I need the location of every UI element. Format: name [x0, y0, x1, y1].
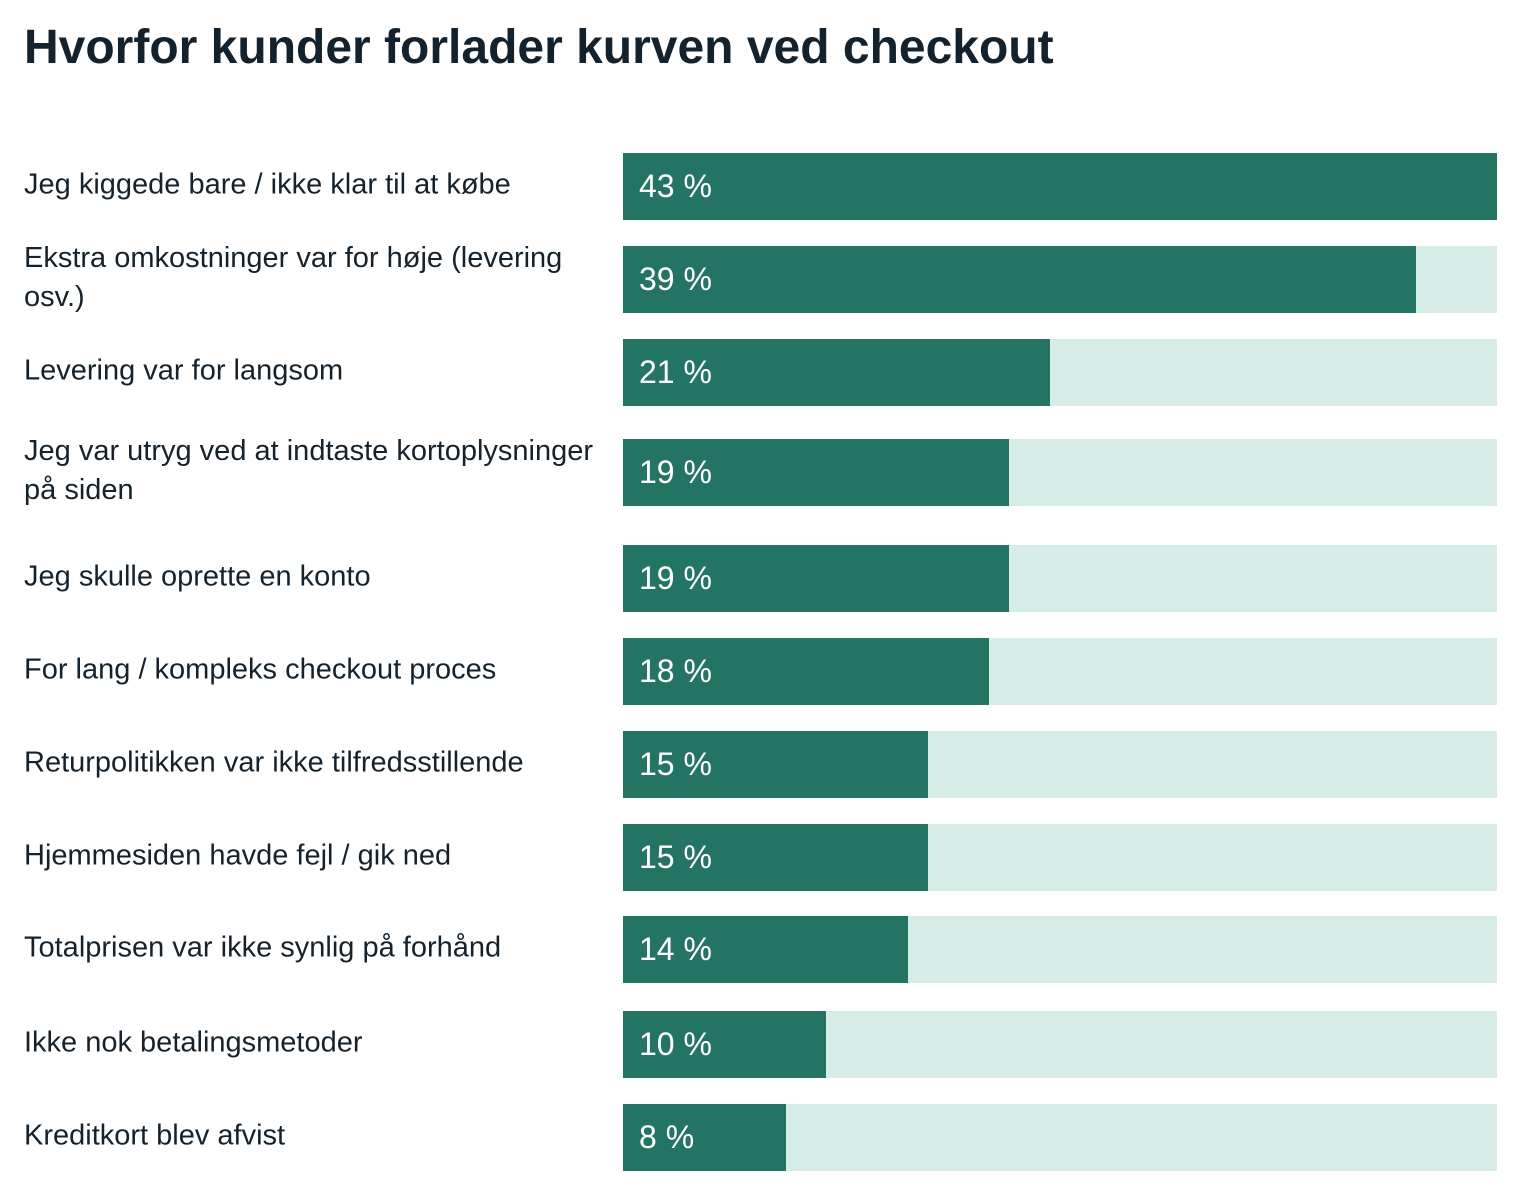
category-label: Ekstra omkostninger var for høje (leveri… — [24, 241, 563, 313]
bar — [623, 246, 1416, 313]
bar-value-label: 43 % — [639, 168, 712, 204]
bar — [623, 638, 989, 705]
bar-value-label: 8 % — [639, 1119, 695, 1155]
bar-track: 10 % — [623, 1011, 1497, 1078]
bar-track: 15 % — [623, 731, 1497, 798]
category-label: Totalprisen var ikke synlig på forhånd — [24, 931, 502, 963]
bar-track: 43 % — [623, 153, 1497, 220]
category-label: Jeg kiggede bare / ikke klar til at købe — [24, 168, 511, 200]
bar — [623, 545, 1009, 612]
bar-value-label: 21 % — [639, 354, 712, 390]
bar — [623, 731, 928, 798]
bar — [623, 439, 1009, 506]
bar — [623, 339, 1050, 406]
category-label: Hjemmesiden havde fejl / gik ned — [24, 839, 452, 871]
category-label: Jeg skulle oprette en konto — [24, 560, 371, 592]
bar-value-label: 19 % — [639, 454, 712, 490]
bar-track: 39 % — [623, 246, 1497, 313]
bar-track: 19 % — [623, 545, 1497, 612]
category-label: Levering var for langsom — [24, 354, 344, 386]
bar-track: 21 % — [623, 339, 1497, 406]
bar-track: 18 % — [623, 638, 1497, 705]
bar — [623, 1011, 826, 1078]
bar — [623, 1104, 786, 1171]
bar-value-label: 18 % — [639, 653, 712, 689]
bar-value-label: 15 % — [639, 839, 712, 875]
bar-value-label: 14 % — [639, 931, 712, 967]
category-label: For lang / kompleks checkout proces — [24, 653, 497, 685]
bar-value-label: 19 % — [639, 560, 712, 596]
bar-track: 14 % — [623, 916, 1497, 983]
bar-track: 19 % — [623, 439, 1497, 506]
category-label: Kreditkort blev afvist — [24, 1119, 286, 1151]
bar — [623, 916, 908, 983]
bar-track: 15 % — [623, 824, 1497, 891]
bar — [623, 824, 928, 891]
bar-value-label: 15 % — [639, 746, 712, 782]
chart-title: Hvorfor kunder forlader kurven ved check… — [24, 21, 1054, 74]
category-label: Ikke nok betalingsmetoder — [24, 1026, 363, 1058]
category-label: Returpolitikken var ikke tilfredsstillen… — [24, 746, 524, 778]
bar-track: 8 % — [623, 1104, 1497, 1171]
bar — [623, 153, 1497, 220]
category-label: Jeg var utryg ved at indtaste kortoplysn… — [24, 434, 594, 506]
bar-value-label: 39 % — [639, 261, 712, 297]
bar-value-label: 10 % — [639, 1026, 712, 1062]
